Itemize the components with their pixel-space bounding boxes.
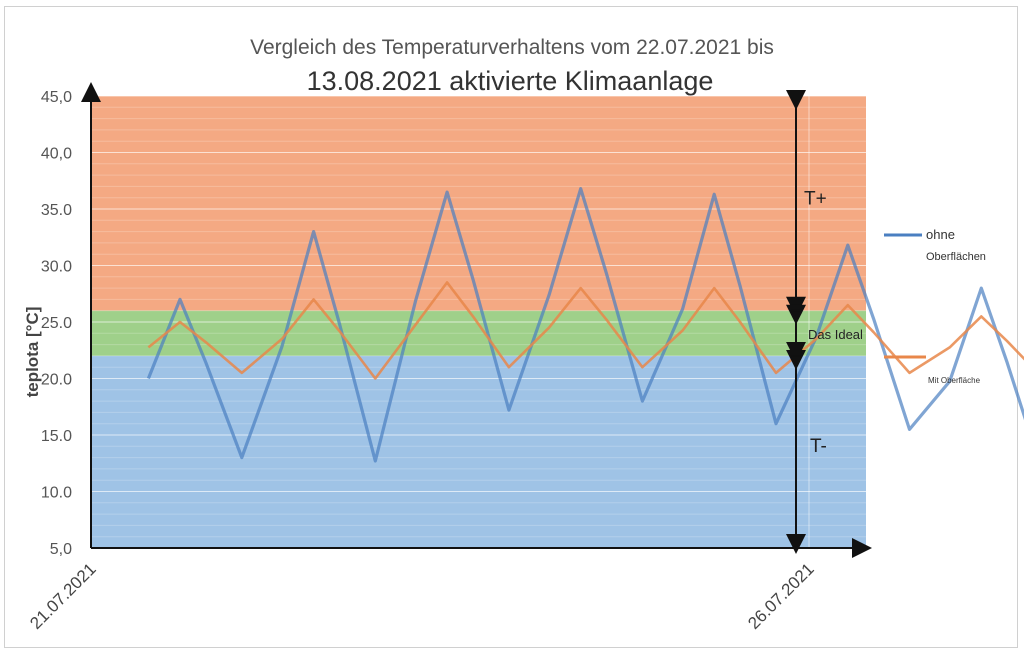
- chart-title: Vergleich des Temperaturverhaltens vom 2…: [250, 36, 774, 59]
- x-tick-label: 26.07.2021: [744, 559, 818, 633]
- zone-band-2: [91, 355, 866, 548]
- zone-band-0: [91, 96, 866, 311]
- legend-label-mit: Mit Oberfläche: [928, 376, 981, 385]
- series-line-1: [147, 281, 1024, 380]
- legend: ohne Oberflächen Mit Oberfläche: [884, 227, 986, 385]
- y-tick-label: 40,0: [41, 146, 72, 163]
- zone-label-t-plus: T+: [804, 188, 827, 209]
- y-tick-label: 25.0: [41, 315, 72, 332]
- chart-frame: [4, 6, 1018, 648]
- chart-subtitle: 13.08.2021 aktivierte Klimaanlage: [307, 66, 714, 96]
- y-tick-label: 15.0: [41, 428, 72, 445]
- y-tick-label: 20.0: [41, 372, 72, 389]
- series-layer: [146, 187, 1024, 463]
- legend-label-ohne-line2: Oberflächen: [926, 251, 986, 263]
- y-tick-label: 35.0: [41, 202, 72, 219]
- y-tick-label: 10.0: [41, 485, 72, 502]
- zone-label-ideal: Das Ideal: [808, 327, 863, 342]
- y-tick-label: 45,0: [41, 89, 72, 106]
- zone-label-t-minus: T-: [810, 436, 827, 457]
- y-tick-label: 30.0: [41, 259, 72, 276]
- y-tick-label: 5,0: [50, 541, 72, 558]
- series-line-0: [146, 187, 1024, 463]
- axes: [81, 82, 872, 558]
- y-axis-label: teplota [°C]: [23, 307, 42, 398]
- zone-markers: T+ Das Ideal T-: [786, 90, 863, 554]
- legend-label-ohne-line1: ohne: [926, 227, 955, 242]
- x-tick-label: 21.07.2021: [26, 559, 100, 633]
